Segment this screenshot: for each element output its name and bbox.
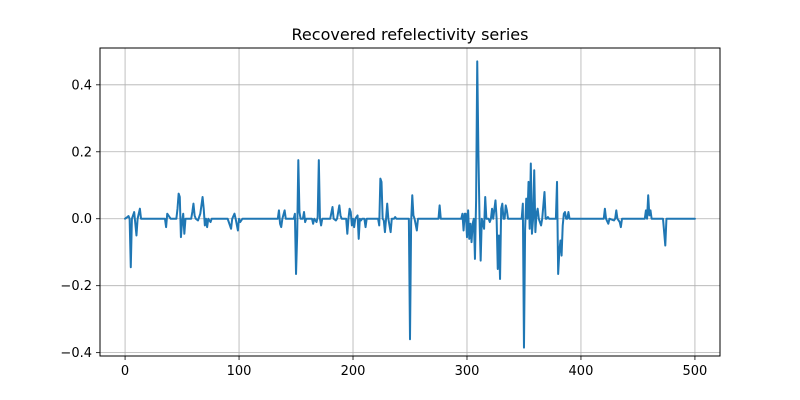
- series-line: [124, 60, 696, 349]
- x-tick-label: 400: [569, 364, 594, 379]
- ticks: 0 100 200 300 400 500 −0.4 −0.2 0.0 0.2 0.4: [60, 78, 707, 379]
- plot-frame: [99, 47, 721, 357]
- y-tick-label: −0.2: [60, 279, 92, 294]
- y-tick-label: 0.4: [71, 78, 92, 93]
- chart-title: Recovered refelectivity series: [292, 25, 529, 44]
- x-tick-label: 500: [683, 364, 708, 379]
- y-tick-label: −0.4: [60, 346, 92, 361]
- x-tick-label: 300: [455, 364, 480, 379]
- series-layer: [124, 60, 696, 349]
- x-tick-label: 100: [227, 364, 252, 379]
- y-tick-label: 0.2: [71, 145, 92, 160]
- x-tick-label: 200: [341, 364, 366, 379]
- y-tick-label: 0.0: [71, 212, 92, 227]
- x-tick-label: 0: [121, 364, 129, 379]
